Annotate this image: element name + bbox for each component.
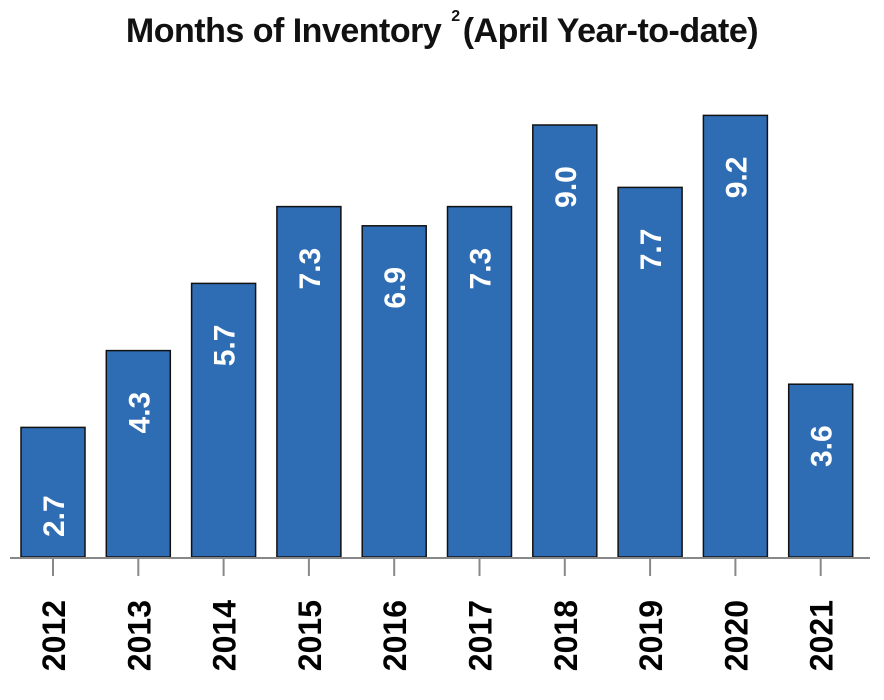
bar-value-label: 7.3 (465, 248, 498, 290)
title-subtitle: (April Year-to-date) (462, 12, 759, 50)
bar-2017 (446, 205, 513, 558)
x-tick-label: 2012 (36, 600, 72, 671)
bar-value-label: 7.3 (294, 248, 327, 290)
bar-value-label: 3.6 (806, 425, 839, 467)
bar-2021 (787, 383, 854, 558)
x-tick-label: 2021 (804, 600, 840, 671)
chart-title: Months of Inventory 2(April Year-to-date) (0, 8, 884, 51)
x-tick-label: 2015 (292, 600, 328, 671)
bar-value-label: 4.3 (123, 392, 156, 434)
bar-2014 (190, 282, 257, 558)
bar-2018 (532, 124, 598, 558)
bars: 2.7 4.3 5.7 7.3 6.9 7.3 9.0 7.7 9.2 3.6 (20, 114, 854, 558)
x-tick-label: 2014 (207, 600, 243, 671)
x-tick-label: 2016 (377, 600, 413, 671)
bar-value-label: 2.7 (38, 495, 71, 537)
bar-value-label: 6.9 (379, 267, 412, 309)
title-superscript: 2 (451, 8, 460, 25)
bar-2015 (276, 205, 342, 558)
bar-2019 (617, 186, 683, 558)
title-main: Months of Inventory (125, 12, 442, 50)
x-tick-label: 2020 (718, 600, 754, 671)
x-tick-label: 2017 (463, 600, 499, 671)
bar-value-label: 7.7 (635, 229, 668, 271)
bar-value-label: 9.2 (720, 157, 753, 199)
x-tick-label: 2019 (633, 600, 669, 671)
bar-2016 (361, 225, 427, 558)
bar-2013 (105, 349, 172, 558)
bar-value-label: 5.7 (209, 325, 242, 367)
x-tick-label: 2013 (121, 600, 157, 671)
bar-value-label: 9.0 (550, 166, 583, 208)
x-tick-label: 2018 (548, 600, 584, 671)
x-axis-ticks: 2012 2013 2014 2015 2016 2017 2018 2019 2020 2021 (36, 558, 840, 671)
bar-2012 (20, 426, 86, 558)
